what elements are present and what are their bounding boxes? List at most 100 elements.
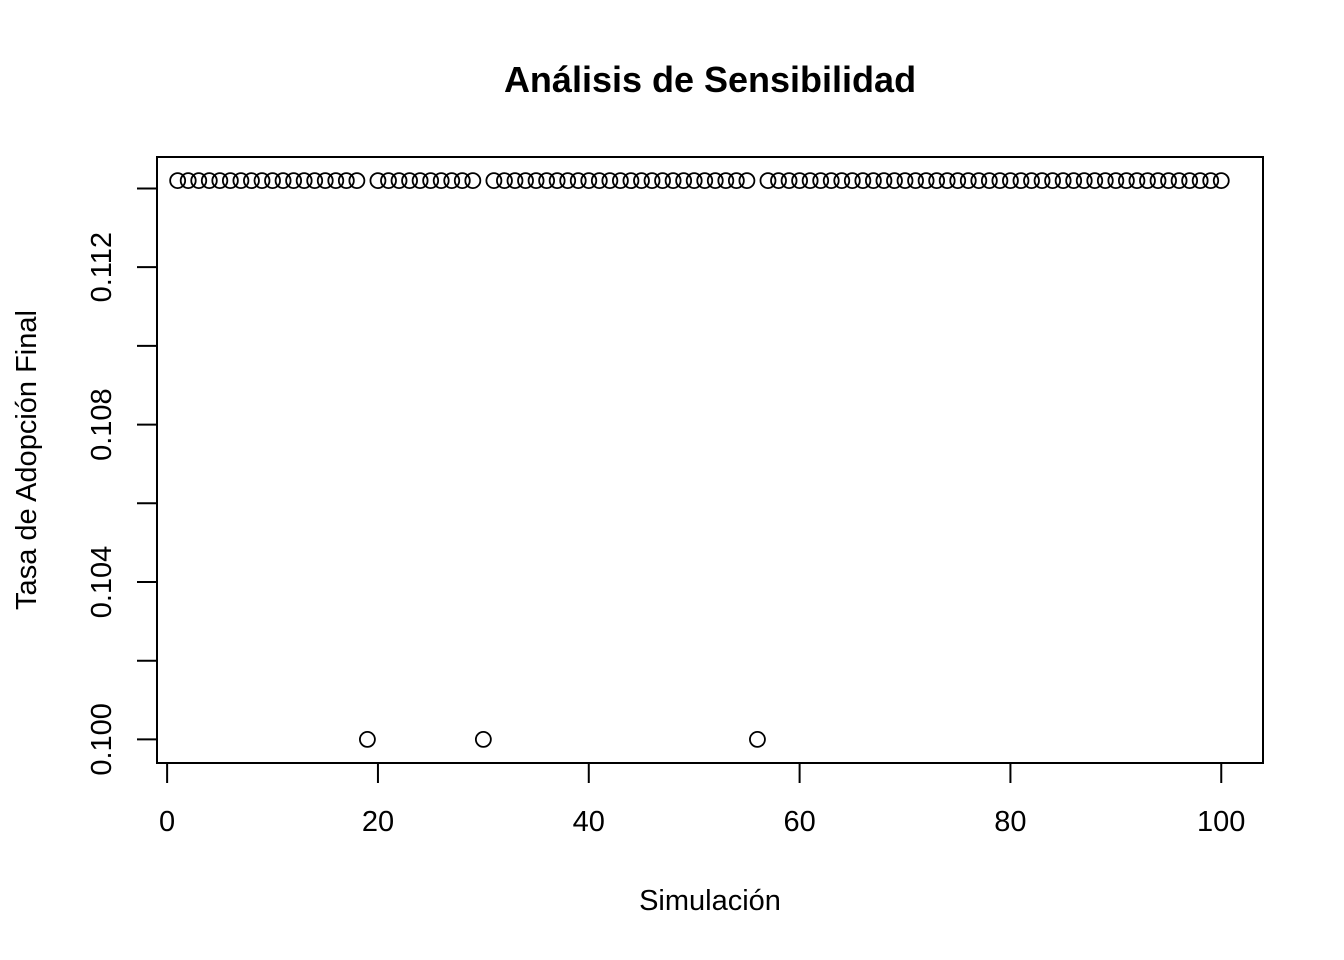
- data-point: [1149, 172, 1167, 190]
- data-point: [1002, 172, 1019, 190]
- data-point: [517, 172, 534, 190]
- data-point: [1139, 172, 1156, 190]
- data-point: [780, 172, 798, 190]
- data-point: [749, 730, 766, 748]
- data-point: [316, 172, 334, 190]
- data-point: [1128, 172, 1146, 190]
- data-point: [1033, 172, 1051, 190]
- data-point: [664, 172, 682, 190]
- data-point: [1096, 172, 1114, 190]
- data-point: [496, 172, 513, 190]
- data-point: [622, 172, 640, 190]
- data-point: [190, 172, 208, 190]
- data-point: [1202, 172, 1220, 190]
- data-point: [970, 172, 988, 190]
- data-point: [917, 172, 935, 190]
- data-point: [980, 172, 998, 190]
- x-tick-label: 80: [994, 806, 1026, 838]
- data-point: [411, 172, 429, 190]
- data-point: [169, 172, 187, 190]
- data-point: [727, 172, 745, 190]
- data-point: [527, 172, 545, 190]
- data-point: [422, 172, 440, 190]
- data-point: [200, 172, 218, 190]
- data-point: [443, 172, 461, 190]
- data-point: [864, 172, 882, 190]
- data-point: [253, 172, 271, 190]
- data-point: [1075, 172, 1093, 190]
- data-point: [1170, 172, 1188, 190]
- data-point: [1086, 172, 1104, 190]
- data-point: [538, 172, 556, 190]
- data-point: [801, 172, 819, 190]
- x-tick-label: 100: [1197, 806, 1245, 838]
- data-point: [759, 172, 777, 190]
- data-point: [179, 172, 197, 190]
- data-point: [791, 172, 809, 190]
- data-point: [696, 172, 714, 190]
- data-point: [822, 172, 840, 190]
- data-point: [896, 172, 914, 190]
- data-point: [1054, 172, 1072, 190]
- data-point: [211, 172, 229, 190]
- data-point: [348, 172, 366, 190]
- data-point: [843, 172, 861, 190]
- data-point: [949, 172, 967, 190]
- data-point: [886, 172, 903, 190]
- data-point: [875, 172, 893, 190]
- data-point: [770, 172, 787, 190]
- data-point: [685, 172, 703, 190]
- data-point: [991, 172, 1009, 190]
- data-point: [232, 172, 250, 190]
- data-point: [274, 172, 292, 190]
- x-axis: 0 20 40 60 80 100: [159, 762, 1245, 838]
- data-point: [337, 172, 355, 190]
- data-point: [380, 172, 397, 190]
- data-point: [390, 172, 408, 190]
- y-tick-label: 0.108: [86, 388, 118, 461]
- plot-frame: [156, 156, 1264, 764]
- x-axis-label: Simulación: [639, 885, 781, 917]
- x-tick-label: 60: [783, 806, 815, 838]
- data-point: [643, 172, 661, 190]
- data-point: [854, 172, 872, 190]
- data-point: [1012, 172, 1030, 190]
- x-tick-label: 0: [159, 806, 175, 838]
- data-point: [1117, 172, 1135, 190]
- data-point: [474, 730, 492, 748]
- data-point: [1023, 172, 1040, 190]
- data-point: [569, 172, 587, 190]
- data-point: [485, 172, 503, 190]
- data-point: [717, 172, 735, 190]
- data-point: [359, 730, 376, 748]
- data-point: [833, 172, 851, 190]
- data-point: [590, 172, 608, 190]
- data-point: [1191, 172, 1209, 190]
- chart-title: Análisis de Sensibilidad: [504, 59, 916, 100]
- data-point: [1160, 172, 1177, 190]
- data-point: [327, 172, 345, 190]
- y-axis: 0.100 0.104 0.108 0.112: [86, 187, 158, 776]
- data-point: [1181, 172, 1199, 190]
- y-axis-label: Tasa de Adopción Final: [11, 310, 43, 610]
- y-tick-label: 0.100: [86, 703, 118, 776]
- data-point: [221, 172, 239, 190]
- data-point: [601, 172, 619, 190]
- data-point: [928, 172, 946, 190]
- data-point: [453, 172, 471, 190]
- data-point: [243, 172, 260, 190]
- y-tick-label: 0.104: [86, 546, 118, 619]
- data-point: [633, 172, 650, 190]
- data-point: [812, 172, 830, 190]
- data-point: [548, 172, 566, 190]
- data-point: [654, 172, 671, 190]
- data-point: [1212, 172, 1230, 190]
- y-tick-label: 0.112: [86, 232, 118, 302]
- data-point: [285, 172, 303, 190]
- x-tick-label: 20: [362, 806, 394, 838]
- x-tick-label: 40: [573, 806, 605, 838]
- data-point: [559, 172, 577, 190]
- data-point: [1065, 172, 1083, 190]
- data-points: [169, 172, 1230, 748]
- data-point: [1044, 172, 1061, 190]
